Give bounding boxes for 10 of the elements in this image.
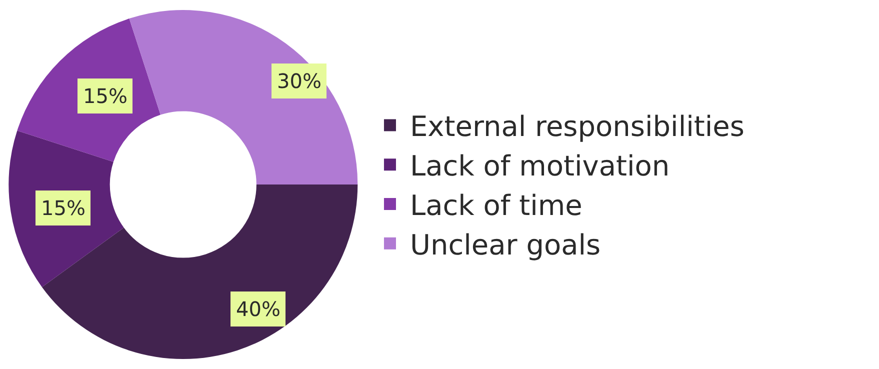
legend-label: Unclear goals <box>410 228 601 262</box>
data-label: 40% <box>236 297 280 321</box>
legend-label: External responsibilities <box>410 110 744 144</box>
donut-slice <box>129 10 358 184</box>
data-label: 30% <box>277 69 322 93</box>
data-label: 15% <box>41 196 86 220</box>
legend-label: Lack of time <box>410 188 582 222</box>
data-label: 15% <box>83 84 128 108</box>
legend-label: Lack of motivation <box>410 150 670 183</box>
donut-slice <box>42 184 358 359</box>
